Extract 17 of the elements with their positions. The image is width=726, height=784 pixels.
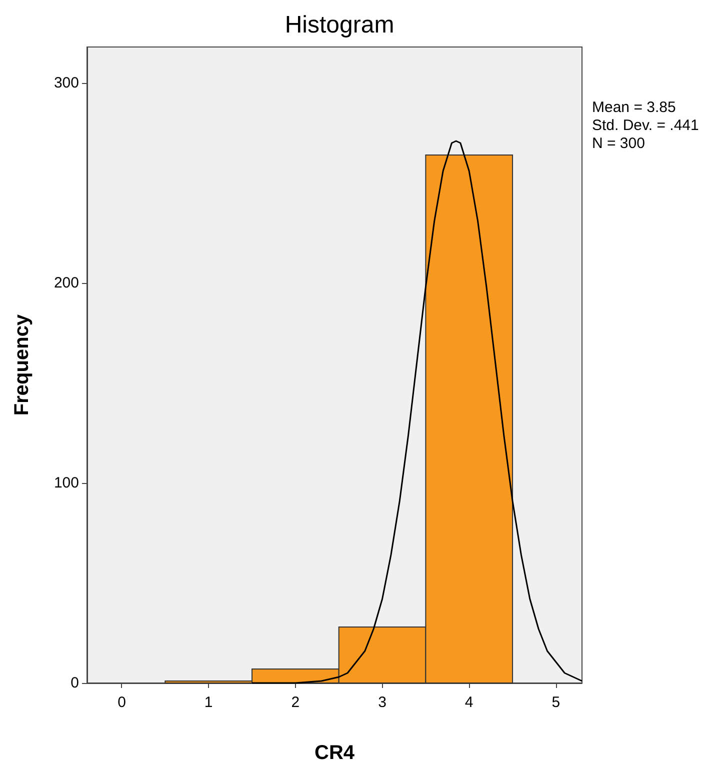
text: Mean = 3.85: [592, 99, 676, 116]
x-tick-label: 3: [378, 694, 386, 711]
x-tick-label: 2: [291, 694, 300, 711]
text: Std. Dev. = .441: [592, 117, 699, 134]
x-tick-label: 4: [464, 694, 474, 711]
y-tick-label: 200: [54, 274, 79, 292]
chart-title: Histogram: [284, 12, 394, 38]
y-tick-label: 0: [70, 674, 79, 692]
text: N = 300: [592, 135, 645, 152]
x-tick-label: 1: [204, 694, 213, 711]
x-tick-label: 0: [118, 694, 126, 711]
y-tick-label: 300: [54, 74, 79, 92]
y-axis-title: Frequency: [11, 314, 33, 416]
x-tick-label: 5: [552, 694, 560, 711]
y-tick-label: 100: [54, 474, 79, 492]
x-axis-title: CR4: [314, 742, 356, 764]
line-series: [251, 140, 583, 684]
